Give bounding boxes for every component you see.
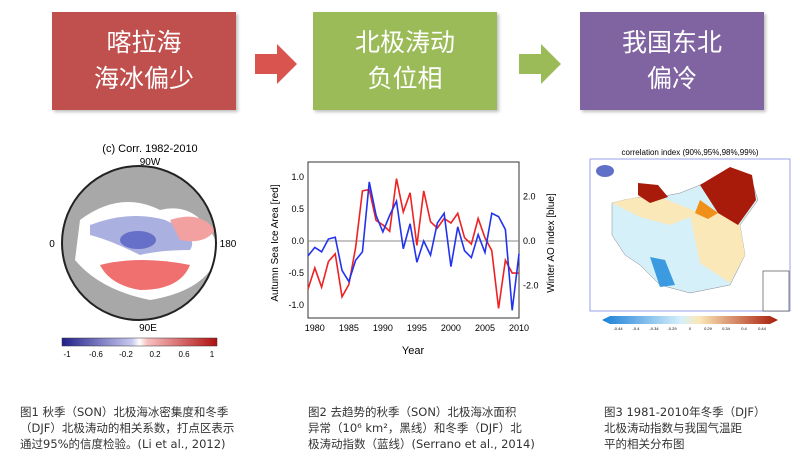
- tick: -0.6: [89, 350, 103, 359]
- tick: -1: [63, 350, 71, 359]
- fig1-title: (c) Corr. 1982-2010: [102, 143, 197, 155]
- y2-tick-label: -2.0: [523, 280, 539, 290]
- tick: -0.34: [649, 326, 659, 331]
- fig3-china-map: correlation index (90%,95%,98%,99%) -0.4…: [589, 148, 791, 331]
- tick: 0.2: [149, 350, 161, 359]
- tick: -0.44: [613, 326, 623, 331]
- caption-line: 北极涛动指数与我国气温距: [604, 421, 742, 435]
- flow-text: 喀拉海: [106, 28, 182, 57]
- caption-line: 异常（10⁶ km²，黑线）和冬季（DJF）北: [308, 421, 522, 435]
- label-90e: 90E: [139, 323, 157, 334]
- arrow-right-icon: [519, 44, 561, 84]
- tick: -0.29: [667, 326, 677, 331]
- caption-line: 通过95%的信度检验。(Li et al., 2012): [20, 437, 226, 451]
- flow-text: 我国东北: [621, 28, 722, 57]
- flow-text: 北极涛动: [354, 28, 455, 57]
- plot-frame: [307, 161, 520, 319]
- y2-tick-label: 2.0: [523, 192, 536, 202]
- y2-tick-label: 0.0: [523, 236, 536, 246]
- caption-fig3: 图3 1981-2010年冬季（DJF） 北极涛动指数与我国气温距 平的相关分布…: [604, 404, 766, 452]
- tick: 0.34: [722, 326, 731, 331]
- x-tick-label: 2000: [441, 323, 461, 333]
- caption-line: 图2 去趋势的秋季（SON）北极海冰面积: [308, 405, 517, 419]
- arrow-right-icon: [255, 44, 297, 84]
- tick: -0.2: [119, 350, 133, 359]
- flow-text: 负位相: [367, 64, 443, 93]
- tick: -0.4: [633, 326, 641, 331]
- x-tick-label: 2005: [475, 323, 495, 333]
- label-180: 180: [220, 239, 237, 250]
- caption-line: （DJF）北极涛动的相关系数，打点区表示: [20, 421, 235, 435]
- fig3-colorbar: [602, 316, 778, 324]
- caption-line: 图3 1981-2010年冬季（DJF）: [604, 405, 766, 419]
- label-90w: 90W: [140, 157, 161, 168]
- x-tick-label: 2010: [509, 323, 529, 333]
- y-tick-label: 0.0: [291, 236, 304, 246]
- y-tick-label: 0.5: [291, 204, 304, 214]
- flow-box-kara-sea: 喀拉海 海冰偏少: [52, 12, 236, 110]
- caption-line: 图1 秋季（SON）北极海冰密集度和冬季: [20, 405, 229, 419]
- ao-index-series-line: [307, 181, 520, 311]
- flow-text: 海冰偏少: [93, 64, 194, 93]
- flow-box-ne-china: 我国东北 偏冷: [580, 12, 764, 110]
- tick: 0.6: [178, 350, 190, 359]
- fig1-colorbar: -1 -0.6 -0.2 0.2 0.6 1: [61, 337, 218, 359]
- y-axis-label: Autumn Sea Ice Area [red]: [270, 184, 281, 302]
- y-tick-label: -0.5: [288, 268, 304, 278]
- y-tick-label: 1.0: [291, 172, 304, 182]
- flow-text: 偏冷: [646, 64, 697, 93]
- x-tick-label: 1985: [339, 323, 359, 333]
- sea-ice-series-line: [307, 178, 519, 309]
- flow-box-ao: 北极涛动 负位相: [313, 12, 497, 110]
- x-tick-label: 1990: [373, 323, 393, 333]
- tick: 0.29: [704, 326, 713, 331]
- caption-line: 平的相关分布图: [604, 437, 685, 451]
- fig2-line-chart: 1980 1985 1990 1995 2000 2005 2010 1.0 0.5 0.0 -0.…: [270, 161, 557, 357]
- y-tick-label: -1.0: [288, 300, 304, 310]
- caption-line: 极涛动指数（蓝线）(Serrano et al., 2014): [308, 437, 535, 451]
- x-tick-label: 1980: [305, 323, 325, 333]
- x-tick-label: 1995: [407, 323, 427, 333]
- tick: 0.4: [741, 326, 747, 331]
- tick: 0: [689, 326, 692, 331]
- x-axis-label: Year: [402, 345, 425, 357]
- caption-fig1: 图1 秋季（SON）北极海冰密集度和冬季 （DJF）北极涛动的相关系数，打点区表…: [20, 404, 234, 452]
- tick: 0.44: [758, 326, 767, 331]
- tick: 1: [210, 350, 215, 359]
- fig3-title: correlation index (90%,95%,98%,99%): [622, 148, 759, 157]
- label-0: 0: [49, 239, 55, 250]
- fig1-polar-map: (c) Corr. 1982-2010 90W 90E 0 180 -1 -0.…: [49, 143, 237, 359]
- caption-fig2: 图2 去趋势的秋季（SON）北极海冰面积 异常（10⁶ km²，黑线）和冬季（D…: [308, 404, 535, 452]
- y2-axis-label: Winter AO index [blue]: [546, 193, 557, 293]
